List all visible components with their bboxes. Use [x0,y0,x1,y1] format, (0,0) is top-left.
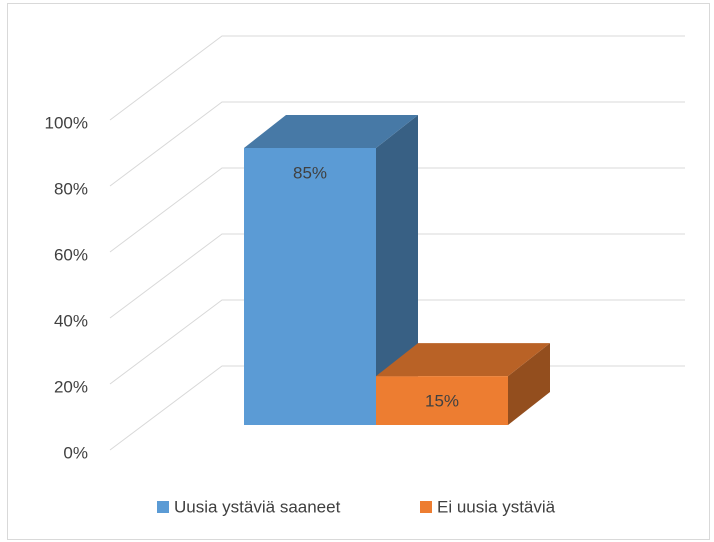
bar [244,148,376,425]
y-tick-label: 0% [63,443,88,462]
legend-label: Uusia ystäviä saaneet [174,497,341,516]
legend-swatch [420,501,432,513]
legend-label: Ei uusia ystäviä [437,497,556,516]
bar [376,376,508,425]
bar-side [376,115,418,425]
y-tick-label: 100% [45,113,88,132]
bar-top [376,343,550,377]
legend-swatch [157,501,169,513]
grid-line [109,299,685,385]
data-label: 85% [293,163,327,182]
bar-top [244,115,418,148]
y-tick-label: 80% [54,179,88,198]
y-tick-label: 40% [54,311,88,330]
bar-side [508,343,550,425]
grid-line [109,233,685,319]
data-label: 15% [425,392,459,411]
grid-line [109,35,685,121]
grid-line [109,167,685,253]
y-tick-label: 60% [54,245,88,264]
grid-line [109,101,685,187]
y-tick-label: 20% [54,377,88,396]
